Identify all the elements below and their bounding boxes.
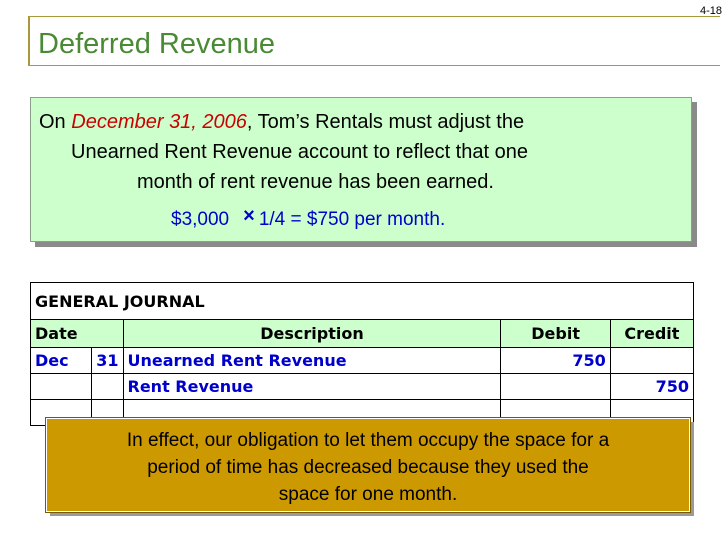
journal-table: GENERAL JOURNAL Date Description Debit C…: [29, 282, 695, 426]
table-row: Rent Revenue 750: [29, 373, 695, 400]
row-debit: [500, 373, 611, 400]
row-month: [29, 373, 93, 400]
info-suffix: , Tom’s Rentals must adjust the: [246, 111, 525, 133]
journal-header-row: Date Description Debit Credit: [30, 319, 695, 348]
row-day: [91, 373, 124, 400]
journal-title-row: GENERAL JOURNAL: [30, 282, 694, 320]
row-day: 31: [91, 347, 124, 374]
note-line-2: period of time has decreased because the…: [147, 457, 589, 478]
calc-result: 1/4 = $750 per month.: [258, 209, 446, 230]
calculation: $3,000 × 1/4 = $750 per month.: [171, 205, 446, 231]
header-debit: Debit: [500, 319, 611, 348]
note-line-3: space for one month.: [278, 484, 458, 505]
info-box: On December 31, 2006, Tom’s Rentals must…: [30, 97, 692, 242]
info-line-2: Unearned Rent Revenue account to reflect…: [71, 141, 528, 163]
multiply-icon: ×: [243, 205, 255, 227]
slide-number: 4-18: [699, 5, 722, 17]
info-line-1: On December 31, 2006, Tom’s Rentals must…: [39, 107, 689, 137]
row-description: Rent Revenue: [122, 373, 502, 400]
row-month: Dec: [29, 347, 93, 374]
header-date: Date: [30, 319, 124, 348]
title-bar: Deferred Revenue: [28, 16, 720, 66]
general-journal: GENERAL JOURNAL Date Description Debit C…: [29, 282, 695, 442]
slide-title: Deferred Revenue: [38, 28, 275, 60]
info-prefix: On: [39, 111, 72, 133]
info-line-3: month of rent revenue has been earned.: [137, 171, 494, 193]
info-text: On December 31, 2006, Tom’s Rentals must…: [39, 107, 689, 197]
header-credit: Credit: [609, 319, 695, 348]
journal-title: GENERAL JOURNAL: [30, 282, 694, 320]
header-description: Description: [122, 319, 502, 348]
calc-amount: $3,000: [171, 209, 230, 230]
info-date: December 31, 2006: [71, 111, 247, 133]
note-line-1: In effect, our obligation to let them oc…: [126, 430, 610, 451]
note-box: In effect, our obligation to let them oc…: [45, 417, 691, 513]
row-debit: 750: [500, 347, 611, 374]
note-text: In effect, our obligation to let them oc…: [47, 427, 689, 508]
row-credit: [609, 347, 695, 374]
table-row: Dec 31 Unearned Rent Revenue 750: [29, 347, 695, 374]
row-credit: 750: [609, 373, 695, 400]
row-description: Unearned Rent Revenue: [122, 347, 502, 374]
